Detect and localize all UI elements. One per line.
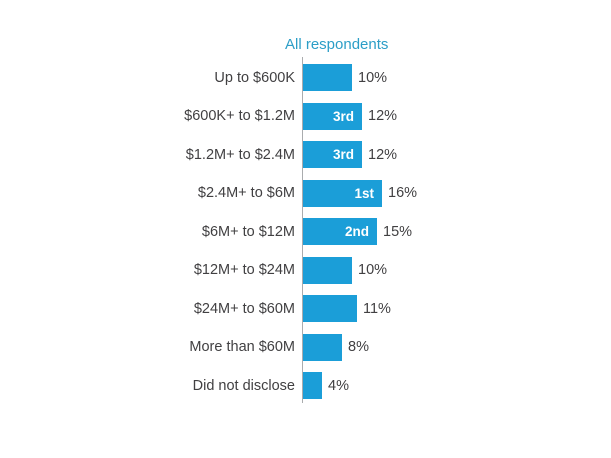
bar-row: $6M+ to $12M 2nd 15% — [0, 218, 611, 245]
bar-row: Did not disclose 4% — [0, 372, 611, 399]
bar — [302, 372, 322, 399]
bar — [302, 64, 352, 91]
bar-row: More than $60M 8% — [0, 333, 611, 361]
bar: 1st — [302, 179, 382, 207]
rank-label: 2nd — [344, 224, 369, 239]
value-label: 10% — [358, 262, 388, 278]
bar-row: $2.4M+ to $6M 1st 16% — [0, 179, 611, 207]
category-label: $600K+ to $1.2M — [184, 108, 295, 124]
bar-row: $1.2M+ to $2.4M 3rd 12% — [0, 141, 611, 168]
category-label: $2.4M+ to $6M — [197, 185, 295, 201]
category-label: More than $60M — [189, 339, 295, 355]
plot-area: Up to $600K 10% $600K+ to $1.2M 3rd 12% … — [0, 57, 611, 411]
category-label: $1.2M+ to $2.4M — [185, 146, 295, 163]
value-label: 8% — [348, 339, 369, 355]
bar: 2nd — [302, 218, 377, 245]
chart-title: All respondents — [285, 36, 389, 53]
rank-label: 3rd — [332, 147, 354, 162]
rank-label: 1st — [354, 185, 374, 201]
bar — [302, 333, 342, 361]
value-label: 16% — [388, 185, 418, 201]
value-label: 15% — [383, 223, 413, 240]
y-axis-line — [302, 57, 303, 403]
bar — [302, 256, 352, 284]
bar: 3rd — [302, 102, 362, 130]
category-label: Did not disclose — [192, 377, 295, 394]
rank-label: 3rd — [332, 108, 354, 124]
bar-row: $24M+ to $60M 11% — [0, 295, 611, 322]
bar-rows: Up to $600K 10% $600K+ to $1.2M 3rd 12% … — [0, 64, 611, 399]
bar-row: $12M+ to $24M 10% — [0, 256, 611, 284]
category-label: $24M+ to $60M — [193, 300, 295, 317]
category-label: Up to $600K — [214, 69, 295, 86]
value-label: 10% — [358, 69, 388, 86]
value-label: 11% — [363, 300, 391, 317]
category-label: $6M+ to $12M — [201, 223, 295, 240]
bar — [302, 295, 357, 322]
category-label: $12M+ to $24M — [193, 262, 295, 278]
value-label: 12% — [368, 146, 398, 163]
bar-row: Up to $600K 10% — [0, 64, 611, 91]
bar-row: $600K+ to $1.2M 3rd 12% — [0, 102, 611, 130]
value-label: 12% — [368, 108, 398, 124]
bar: 3rd — [302, 141, 362, 168]
value-label: 4% — [328, 377, 349, 394]
